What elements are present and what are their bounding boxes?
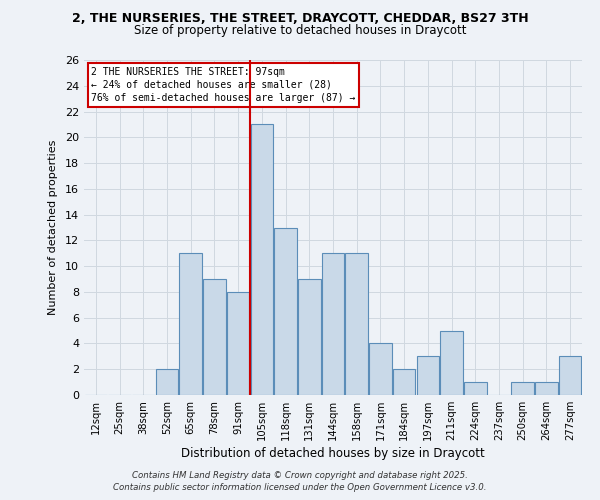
Bar — [156, 369, 178, 395]
Text: Contains public sector information licensed under the Open Government Licence v3: Contains public sector information licen… — [113, 484, 487, 492]
Bar — [416, 356, 439, 395]
Bar — [179, 254, 202, 395]
Text: Contains HM Land Registry data © Crown copyright and database right 2025.: Contains HM Land Registry data © Crown c… — [132, 471, 468, 480]
X-axis label: Distribution of detached houses by size in Draycott: Distribution of detached houses by size … — [181, 447, 485, 460]
Bar — [535, 382, 557, 395]
Y-axis label: Number of detached properties: Number of detached properties — [48, 140, 58, 315]
Bar — [274, 228, 297, 395]
Bar — [369, 344, 392, 395]
Bar — [251, 124, 273, 395]
Bar — [203, 279, 226, 395]
Bar — [559, 356, 581, 395]
Bar — [298, 279, 320, 395]
Bar — [393, 369, 415, 395]
Bar — [464, 382, 487, 395]
Text: Size of property relative to detached houses in Draycott: Size of property relative to detached ho… — [134, 24, 466, 37]
Bar — [440, 330, 463, 395]
Bar — [346, 254, 368, 395]
Bar — [227, 292, 250, 395]
Text: 2 THE NURSERIES THE STREET: 97sqm
← 24% of detached houses are smaller (28)
76% : 2 THE NURSERIES THE STREET: 97sqm ← 24% … — [91, 66, 356, 103]
Bar — [511, 382, 534, 395]
Text: 2, THE NURSERIES, THE STREET, DRAYCOTT, CHEDDAR, BS27 3TH: 2, THE NURSERIES, THE STREET, DRAYCOTT, … — [71, 12, 529, 26]
Bar — [322, 254, 344, 395]
